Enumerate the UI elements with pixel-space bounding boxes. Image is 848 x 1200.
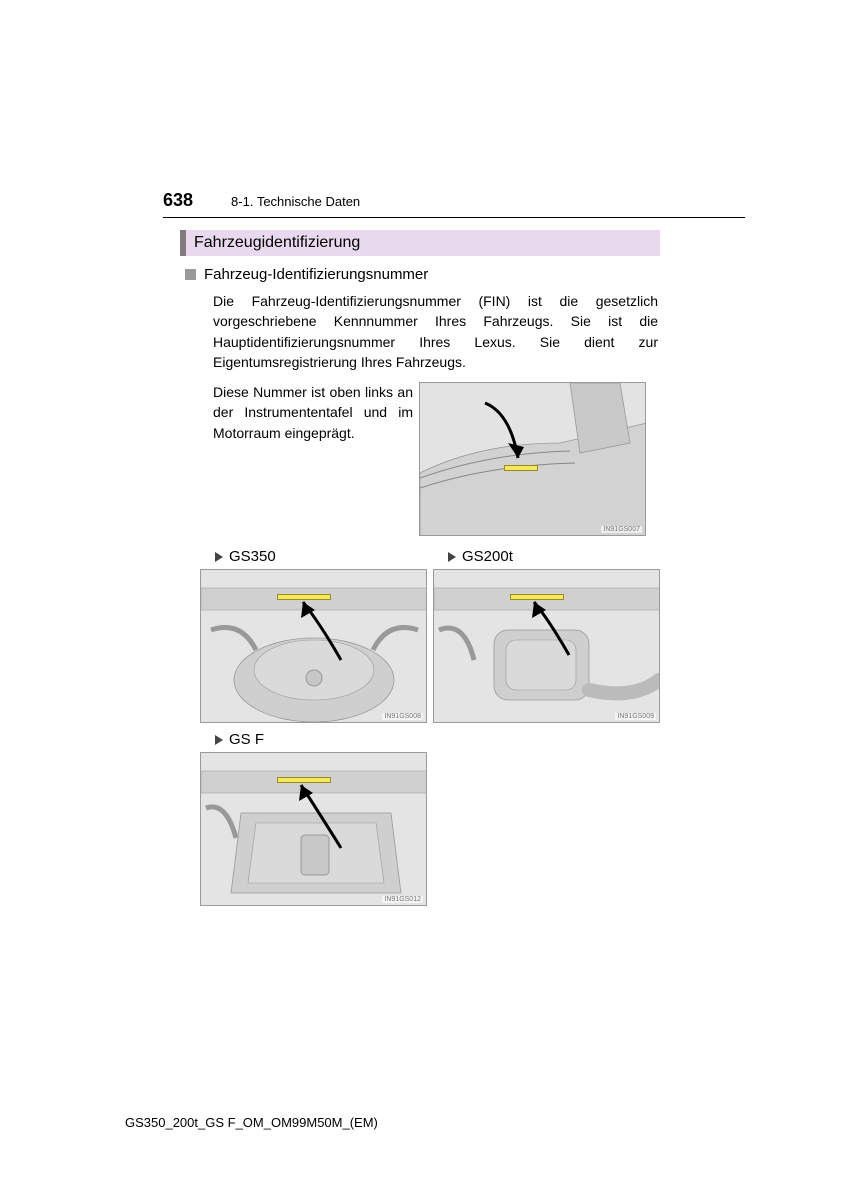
sub-heading-text: Fahrzeug-Identifizierungsnummer <box>204 266 428 283</box>
engine-illustration <box>201 570 427 723</box>
engine-illustration <box>201 753 427 906</box>
section-path: 8-1. Technische Daten <box>231 194 360 209</box>
model-label-gs200t: GS200t <box>433 548 660 565</box>
engine-illustration <box>434 570 660 723</box>
figure-engine-gs200t: IN91GS009 <box>433 569 660 723</box>
vin-highlight <box>510 594 564 600</box>
location-paragraph: Diese Nummer ist oben links an der Instr… <box>197 382 413 536</box>
triangle-icon <box>215 735 223 745</box>
page-header: 638 8-1. Technische Daten <box>163 190 745 218</box>
vin-highlight <box>504 465 538 471</box>
figure-engine-gs350: IN91GS008 <box>200 569 427 723</box>
triangle-icon <box>215 552 223 562</box>
vin-highlight <box>277 777 331 783</box>
model-name: GS200t <box>462 548 513 565</box>
dashboard-illustration <box>420 383 646 536</box>
triangle-icon <box>448 552 456 562</box>
vin-highlight <box>277 594 331 600</box>
bullet-square-icon <box>185 269 196 280</box>
model-label-gs350: GS350 <box>200 548 427 565</box>
intro-paragraph: Die Fahrzeug-Identifizierungsnummer (FIN… <box>213 291 658 372</box>
model-label-gsf: GS F <box>200 731 427 748</box>
topic-title: Fahrzeugidentifizierung <box>180 230 660 256</box>
figure-code: IN91GS009 <box>615 713 656 720</box>
figure-code: IN91GS012 <box>382 896 423 903</box>
footer-doc-id: GS350_200t_GS F_OM_OM99M50M_(EM) <box>125 1115 378 1130</box>
page-number: 638 <box>163 190 193 211</box>
figure-dashboard: IN91GS007 <box>419 382 646 536</box>
model-name: GS F <box>229 731 264 748</box>
figure-code: IN91GS008 <box>382 713 423 720</box>
model-name: GS350 <box>229 548 276 565</box>
figure-engine-gsf: IN91GS012 <box>200 752 427 906</box>
sub-heading: Fahrzeug-Identifizierungsnummer <box>185 266 745 283</box>
figure-code: IN91GS007 <box>601 526 642 533</box>
